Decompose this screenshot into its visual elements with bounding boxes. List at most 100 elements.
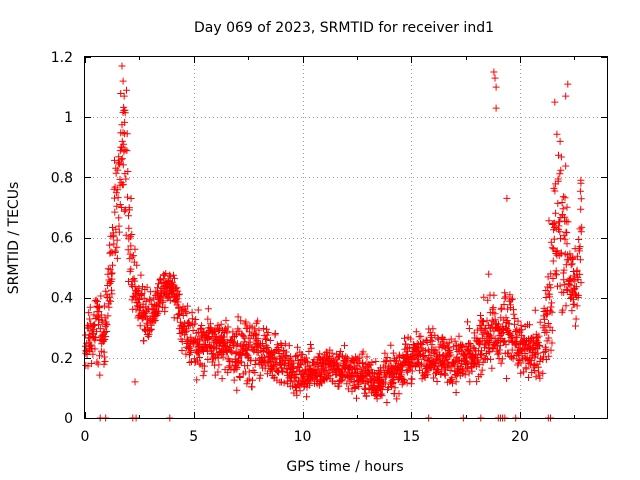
data-point — [127, 281, 135, 289]
data-point — [532, 373, 540, 381]
data-point — [574, 291, 582, 299]
data-point — [233, 386, 241, 394]
data-point — [547, 284, 555, 292]
data-point — [156, 293, 164, 301]
data-point — [442, 365, 450, 373]
data-point — [111, 156, 118, 164]
data-point — [562, 302, 570, 310]
data-point — [372, 358, 380, 365]
outlier-point — [491, 74, 499, 82]
data-point — [461, 371, 469, 379]
data-point — [124, 168, 132, 175]
y-tick-label: 0 — [64, 411, 73, 427]
data-point — [576, 243, 584, 251]
data-point — [568, 307, 576, 315]
axis-ticks: 0 5 10 15 20 0 0.2 0.4 0.6 0.8 1 1.2 — [51, 50, 607, 445]
data-point — [549, 275, 557, 282]
data-point — [356, 354, 364, 362]
data-point — [85, 331, 93, 339]
data-point — [573, 266, 581, 274]
data-point — [412, 328, 420, 336]
data-point — [545, 352, 553, 360]
data-point — [561, 235, 569, 243]
data-point — [553, 247, 561, 255]
data-point — [102, 320, 110, 328]
y-tick-label: 0.2 — [51, 351, 73, 367]
outlier-point — [492, 83, 500, 91]
data-point — [307, 344, 315, 352]
data-point — [526, 321, 533, 329]
data-point — [259, 340, 267, 347]
y-axis-label: SRMTID / TECUs — [6, 182, 22, 295]
data-point — [494, 350, 502, 358]
data-point — [121, 118, 129, 126]
data-point — [214, 354, 222, 362]
data-point — [548, 308, 556, 316]
data-point — [500, 301, 508, 308]
data-point — [148, 305, 156, 313]
data-point — [549, 257, 557, 265]
outlier-point — [551, 98, 559, 106]
data-point — [373, 395, 381, 403]
data-point — [175, 290, 183, 298]
data-point — [279, 367, 287, 375]
data-point — [465, 348, 473, 356]
data-point — [527, 357, 535, 365]
data-point — [541, 315, 548, 323]
data-point — [147, 321, 155, 329]
data-point — [516, 327, 524, 335]
data-point — [214, 321, 222, 329]
data-point — [119, 161, 127, 169]
data-point — [536, 318, 544, 326]
data-point — [558, 199, 566, 206]
data-point — [167, 272, 175, 280]
data-point — [473, 378, 481, 386]
data-point — [190, 355, 198, 363]
data-point — [564, 218, 572, 226]
data-point — [509, 355, 517, 363]
data-point — [90, 311, 98, 319]
chart-title: Day 069 of 2023, SRMTID for receiver ind… — [194, 20, 494, 36]
data-point — [402, 340, 410, 348]
data-point — [120, 207, 128, 215]
data-point — [548, 339, 556, 347]
data-point — [173, 284, 181, 292]
data-point — [480, 318, 487, 325]
data-point — [251, 325, 259, 333]
data-point — [118, 155, 126, 163]
data-point — [143, 319, 151, 327]
outlier-point — [490, 68, 498, 76]
data-point — [480, 328, 488, 336]
data-point — [377, 390, 385, 398]
data-point — [217, 320, 225, 328]
data-point — [296, 366, 303, 374]
data-point — [106, 241, 114, 249]
outlier-point — [131, 378, 139, 386]
data-point — [196, 354, 204, 361]
data-point — [448, 376, 455, 384]
data-point — [560, 266, 568, 274]
data-point — [235, 373, 243, 380]
data-point — [522, 365, 530, 373]
data-point — [112, 169, 120, 177]
data-point — [109, 261, 116, 269]
data-point — [570, 301, 578, 308]
data-point — [451, 337, 459, 345]
data-point — [368, 359, 376, 366]
data-point — [234, 340, 241, 348]
data-point — [576, 187, 584, 195]
data-point — [486, 339, 494, 346]
data-point — [389, 349, 397, 357]
data-point — [204, 305, 212, 313]
outlier-point — [577, 179, 585, 187]
data-point — [292, 352, 300, 360]
data-point — [178, 347, 186, 354]
data-point — [450, 359, 458, 367]
data-point — [399, 363, 407, 371]
y-tick-label: 1.2 — [51, 50, 73, 66]
data-point — [563, 285, 571, 293]
data-point — [567, 261, 575, 269]
data-point — [125, 278, 132, 285]
data-point — [535, 371, 543, 379]
data-point — [556, 228, 564, 236]
